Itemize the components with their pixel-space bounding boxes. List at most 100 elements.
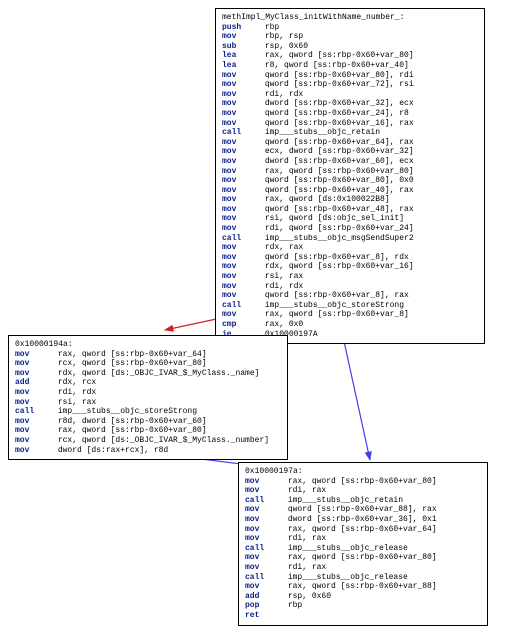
- mnemonic: mov: [222, 272, 260, 282]
- mnemonic: mov: [245, 515, 283, 525]
- asm-line: call imp___stubs__objc_msgSendSuper2: [222, 234, 478, 244]
- operand: qword [ss:rbp-0x60+var_16], rax: [265, 119, 414, 128]
- mnemonic: mov: [245, 477, 283, 487]
- asm-line: push rbp: [222, 23, 478, 33]
- asm-line: mov qword [ss:rbp-0x60+var_72], rsi: [222, 80, 478, 90]
- mnemonic: mov: [245, 563, 283, 573]
- operand: imp___stubs__objc_release: [288, 544, 408, 553]
- operand: rdi, rax: [288, 534, 326, 543]
- mnemonic: push: [222, 23, 260, 33]
- operand: rax, qword [ss:rbp-0x60+var_8]: [265, 310, 409, 319]
- operand: rax, qword [ss:rbp-0x60+var_88]: [288, 582, 437, 591]
- mnemonic: call: [245, 544, 283, 554]
- operand: qword [ss:rbp-0x60+var_40], rax: [265, 186, 414, 195]
- asm-line: mov rcx, qword [ds:_OBJC_IVAR_$_MyClass.…: [15, 436, 281, 446]
- asm-line: mov qword [ss:rbp-0x60+var_24], r8: [222, 109, 478, 119]
- operand: qword [ss:rbp-0x60+var_24], r8: [265, 109, 409, 118]
- operand: rax, qword [ss:rbp-0x60+var_80]: [58, 426, 207, 435]
- cfg-block-0x10000194a: 0x10000194a:mov rax, qword [ss:rbp-0x60+…: [8, 335, 288, 460]
- asm-line: call imp___stubs__objc_retain: [245, 496, 481, 506]
- asm-line: mov rax, qword [ss:rbp-0x60+var_88]: [245, 582, 481, 592]
- operand: qword [ss:rbp-0x60+var_64], rax: [265, 138, 414, 147]
- asm-line: call imp___stubs__objc_release: [245, 573, 481, 583]
- asm-line: mov qword [ss:rbp-0x60+var_16], rax: [222, 119, 478, 129]
- operand: dword [ss:rbp-0x60+var_60], ecx: [265, 157, 414, 166]
- operand: qword [ss:rbp-0x60+var_80], 0x0: [265, 176, 414, 185]
- asm-line: mov rax, qword [ss:rbp-0x60+var_80]: [222, 167, 478, 177]
- operand: imp___stubs__objc_retain: [265, 128, 380, 137]
- mnemonic: mov: [222, 282, 260, 292]
- operand: rdi, rax: [288, 563, 326, 572]
- asm-line: mov rsi, rax: [222, 272, 478, 282]
- asm-line: mov qword [ss:rbp-0x60+var_80], rdi: [222, 71, 478, 81]
- operand: r8, qword [ss:rbp-0x60+var_40]: [265, 61, 409, 70]
- asm-line: mov ecx, dword [ss:rbp-0x60+var_32]: [222, 147, 478, 157]
- mnemonic: mov: [222, 291, 260, 301]
- asm-line: mov rbp, rsp: [222, 32, 478, 42]
- mnemonic: mov: [15, 359, 53, 369]
- operand: qword [ss:rbp-0x60+var_8], rax: [265, 291, 409, 300]
- mnemonic: call: [222, 301, 260, 311]
- mnemonic: mov: [222, 71, 260, 81]
- mnemonic: lea: [222, 61, 260, 71]
- asm-line: mov rdi, qword [ss:rbp-0x60+var_24]: [222, 224, 478, 234]
- asm-line: mov rcx, qword [ss:rbp-0x60+var_80]: [15, 359, 281, 369]
- operand: imp___stubs__objc_retain: [288, 496, 403, 505]
- asm-line: mov rdi, rdx: [15, 388, 281, 398]
- operand: rax, qword [ss:rbp-0x60+var_80]: [288, 553, 437, 562]
- asm-line: mov rax, qword [ss:rbp-0x60+var_80]: [245, 477, 481, 487]
- operand: qword [ss:rbp-0x60+var_48], rax: [265, 205, 414, 214]
- operand: r8d, dword [ss:rbp-0x60+var_60]: [58, 417, 207, 426]
- block-label: methImpl_MyClass_initWithName_number_:: [222, 13, 478, 23]
- mnemonic: pop: [245, 601, 283, 611]
- mnemonic: call: [245, 573, 283, 583]
- asm-line: mov rax, qword [ss:rbp-0x60+var_80]: [245, 553, 481, 563]
- operand: rdx, rax: [265, 243, 303, 252]
- operand: qword [ss:rbp-0x60+var_8], rdx: [265, 253, 409, 262]
- mnemonic: mov: [222, 224, 260, 234]
- mnemonic: mov: [15, 426, 53, 436]
- operand: rsp, 0x60: [288, 592, 331, 601]
- asm-line: mov qword [ss:rbp-0x60+var_80], 0x0: [222, 176, 478, 186]
- asm-line: mov dword [ss:rbp-0x60+var_60], ecx: [222, 157, 478, 167]
- asm-line: add rsp, 0x60: [245, 592, 481, 602]
- asm-line: mov qword [ss:rbp-0x60+var_48], rax: [222, 205, 478, 215]
- asm-line: mov qword [ss:rbp-0x60+var_8], rdx: [222, 253, 478, 263]
- mnemonic: mov: [222, 205, 260, 215]
- asm-line: mov rax, qword [ss:rbp-0x60+var_64]: [15, 350, 281, 360]
- operand: imp___stubs__objc_storeStrong: [265, 301, 404, 310]
- asm-line: mov dword [ds:rax+rcx], r8d: [15, 446, 281, 456]
- asm-line: mov rax, qword [ss:rbp-0x60+var_8]: [222, 310, 478, 320]
- cfg-block-entry: methImpl_MyClass_initWithName_number_:pu…: [215, 8, 485, 344]
- operand: rax, qword [ss:rbp-0x60+var_64]: [58, 350, 207, 359]
- asm-line: mov rax, qword [ds:0x100022B8]: [222, 195, 478, 205]
- asm-line: mov rdi, rax: [245, 486, 481, 496]
- mnemonic: mov: [222, 32, 260, 42]
- asm-line: lea rax, qword [ss:rbp-0x60+var_80]: [222, 51, 478, 61]
- mnemonic: mov: [245, 505, 283, 515]
- asm-line: mov rdi, rax: [245, 563, 481, 573]
- operand: rdi, rdx: [265, 90, 303, 99]
- operand: rsi, qword [ds:objc_sel_init]: [265, 214, 404, 223]
- mnemonic: mov: [222, 253, 260, 263]
- asm-line: mov rdi, rax: [245, 534, 481, 544]
- mnemonic: mov: [245, 534, 283, 544]
- mnemonic: mov: [15, 436, 53, 446]
- operand: qword [ss:rbp-0x60+var_72], rsi: [265, 80, 414, 89]
- mnemonic: mov: [222, 214, 260, 224]
- asm-line: sub rsp, 0x60: [222, 42, 478, 52]
- mnemonic: add: [245, 592, 283, 602]
- mnemonic: mov: [245, 525, 283, 535]
- operand: rax, 0x0: [265, 320, 303, 329]
- operand: dword [ds:rax+rcx], r8d: [58, 446, 168, 455]
- operand: ecx, dword [ss:rbp-0x60+var_32]: [265, 147, 414, 156]
- operand: rcx, qword [ds:_OBJC_IVAR_$_MyClass._num…: [58, 436, 269, 445]
- mnemonic: call: [222, 234, 260, 244]
- operand: rdx, qword [ss:rbp-0x60+var_16]: [265, 262, 414, 271]
- mnemonic: mov: [222, 176, 260, 186]
- asm-line: mov rdx, qword [ss:rbp-0x60+var_16]: [222, 262, 478, 272]
- asm-line: call imp___stubs__objc_storeStrong: [15, 407, 281, 417]
- operand: rbp: [288, 601, 302, 610]
- mnemonic: mov: [222, 80, 260, 90]
- asm-line: mov qword [ss:rbp-0x60+var_64], rax: [222, 138, 478, 148]
